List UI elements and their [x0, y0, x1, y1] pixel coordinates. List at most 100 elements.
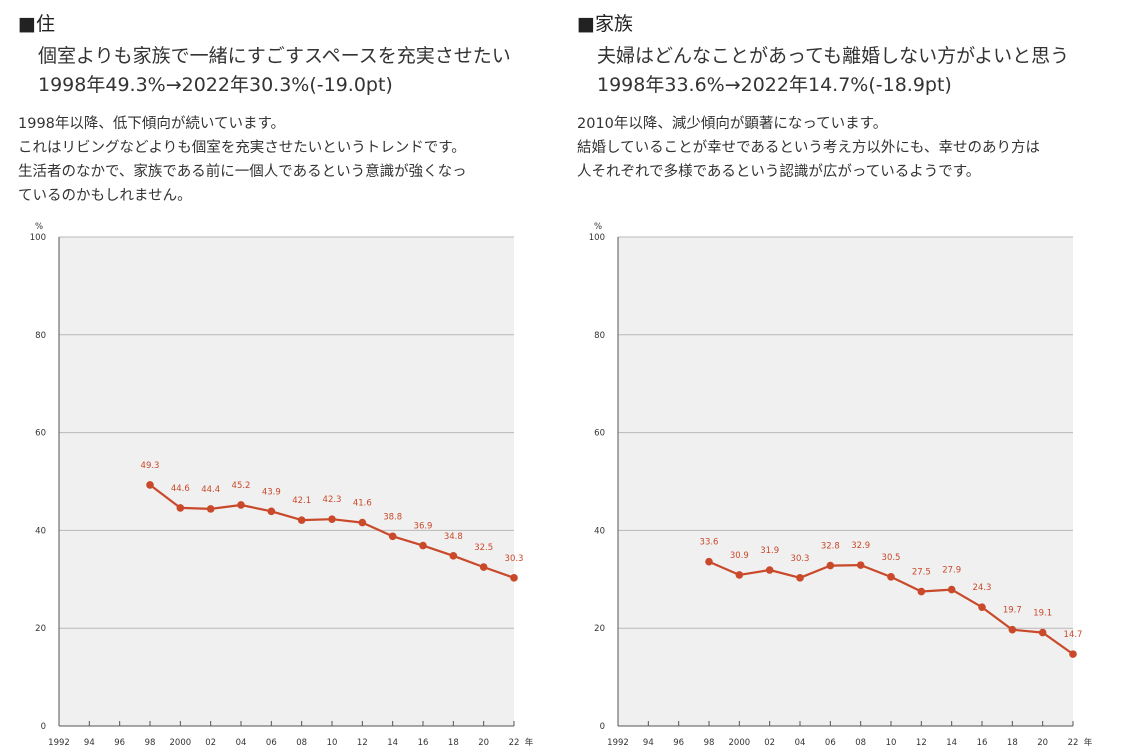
- x-tick-label: 10: [886, 738, 897, 748]
- data-label: 45.2: [232, 481, 251, 491]
- data-label: 30.3: [791, 554, 810, 564]
- description-line: 2010年以降、減少傾向が顕著になっています。: [577, 116, 888, 132]
- headline-statement: 夫婦はどんなことがあっても離婚しない方がよいと思う: [597, 45, 1070, 67]
- data-point: [146, 481, 154, 489]
- data-point: [176, 504, 185, 512]
- data-label: 44.4: [201, 485, 220, 495]
- x-tick-label: 1992: [48, 738, 70, 748]
- data-point: [237, 501, 245, 509]
- data-point: [765, 566, 774, 574]
- x-tick-label: 1992: [607, 738, 629, 748]
- x-unit-label: 年: [1084, 737, 1093, 748]
- x-tick-label: 04: [795, 738, 806, 748]
- x-tick-label: 02: [205, 738, 216, 748]
- x-tick-label: 04: [236, 738, 247, 748]
- description-line: 1998年以降、低下傾向が続いています。: [18, 116, 286, 132]
- x-tick-label: 2000: [170, 738, 192, 748]
- x-tick-label: 14: [387, 738, 398, 748]
- y-unit-label: %: [35, 222, 43, 232]
- x-tick-label: 14: [946, 738, 957, 748]
- data-point: [297, 516, 306, 524]
- data-point: [449, 552, 458, 560]
- line-chart-housing: 0 20 40 60 80 100% 1992 94 96 98 2000 02 04 06 08 10 12 1…: [30, 222, 534, 748]
- x-tick-label: 94: [643, 738, 654, 748]
- y-tick-label: 40: [35, 526, 46, 536]
- x-tick-label: 96: [673, 738, 684, 748]
- data-point: [1008, 625, 1017, 634]
- x-tick-label: 12: [357, 738, 368, 748]
- data-point: [419, 541, 427, 550]
- x-tick-label: 10: [327, 738, 338, 748]
- data-label: 32.9: [851, 541, 870, 551]
- data-point: [947, 585, 956, 594]
- data-point: [479, 563, 488, 571]
- x-tick-label: 2000: [729, 738, 751, 748]
- description-line: これはリビングなどよりも個室を充実させたいというトレンドです。: [18, 140, 466, 156]
- line-chart-family: 0 20 40 60 80 100% 1992 94 96 98 2000 02 04 06 08 10 12 1…: [589, 222, 1093, 748]
- y-tick-label: 100: [589, 233, 605, 243]
- data-point: [735, 571, 744, 579]
- description-line: 結婚していることが幸せであるという考え方以外にも、幸せのあり方は: [577, 140, 1040, 156]
- data-label: 32.8: [821, 542, 840, 552]
- data-label: 36.9: [414, 522, 433, 532]
- panel-housing: ■住 個室よりも家族で一緒にすごすスペースを充実させたい 1998年49.3%→…: [18, 0, 558, 756]
- description-line: ているのかもしれません。: [18, 188, 192, 204]
- data-label: 19.7: [1003, 606, 1022, 616]
- data-point: [206, 505, 215, 513]
- x-tick-label: 22: [509, 738, 520, 748]
- y-tick-label: 60: [594, 429, 605, 439]
- headline-change: 1998年33.6%→2022年14.7%(-18.9pt): [597, 74, 952, 96]
- y-unit-label: %: [594, 222, 602, 232]
- y-tick-label: 0: [600, 722, 605, 732]
- x-tick-label: 20: [1037, 738, 1048, 748]
- data-point: [705, 557, 713, 566]
- x-tick-label: 18: [1007, 738, 1018, 748]
- data-point: [826, 561, 835, 570]
- data-point: [978, 603, 986, 611]
- y-tick-label: 20: [594, 624, 605, 634]
- y-tick-label: 40: [594, 526, 605, 536]
- description-line: 人それぞれで多様であるという認識が広がっているようです。: [577, 164, 981, 180]
- x-tick-label: 08: [296, 738, 307, 748]
- description: 2010年以降、減少傾向が顕著になっています。 結婚していることが幸せであるとい…: [577, 112, 1102, 184]
- x-tick-label: 06: [825, 738, 836, 748]
- data-label: 24.3: [973, 583, 992, 593]
- data-point: [887, 573, 895, 581]
- plot-area: [59, 237, 514, 726]
- x-tick-label: 20: [478, 738, 489, 748]
- description-line: 生活者のなかで、家族である前に一個人であるという意識が強くなっ: [18, 164, 467, 180]
- headline-statement: 個室よりも家族で一緒にすごすスペースを充実させたい: [38, 45, 511, 67]
- data-label: 31.9: [760, 546, 779, 556]
- data-point: [917, 587, 926, 596]
- data-point: [328, 515, 336, 523]
- data-point: [267, 507, 276, 516]
- x-unit-label: 年: [525, 737, 534, 748]
- section-heading: ■住: [18, 13, 55, 35]
- data-point: [510, 574, 518, 582]
- y-tick-label: 20: [35, 624, 46, 634]
- data-label: 49.3: [141, 461, 160, 471]
- data-point: [1069, 650, 1077, 658]
- data-point: [388, 532, 397, 541]
- x-tick-label: 08: [855, 738, 866, 748]
- x-tick-label: 16: [418, 738, 429, 748]
- data-label: 43.9: [262, 487, 281, 497]
- data-label: 30.5: [882, 553, 901, 563]
- headline-change: 1998年49.3%→2022年30.3%(-19.0pt): [38, 74, 393, 96]
- y-tick-label: 60: [35, 429, 46, 439]
- data-label: 14.7: [1064, 630, 1083, 640]
- data-label: 30.3: [505, 554, 524, 564]
- plot-area: [618, 237, 1073, 726]
- data-label: 34.8: [444, 532, 463, 542]
- section-heading: ■家族: [577, 13, 633, 35]
- x-tick-label: 98: [145, 738, 156, 748]
- data-label: 44.6: [171, 484, 190, 494]
- data-label: 30.9: [730, 551, 749, 561]
- y-tick-label: 80: [35, 331, 46, 341]
- y-tick-label: 0: [41, 722, 46, 732]
- data-label: 27.9: [942, 566, 961, 576]
- x-tick-label: 96: [114, 738, 125, 748]
- panel-family: ■家族 夫婦はどんなことがあっても離婚しない方がよいと思う 1998年33.6%…: [577, 0, 1117, 756]
- x-tick-label: 94: [84, 738, 95, 748]
- x-tick-label: 06: [266, 738, 277, 748]
